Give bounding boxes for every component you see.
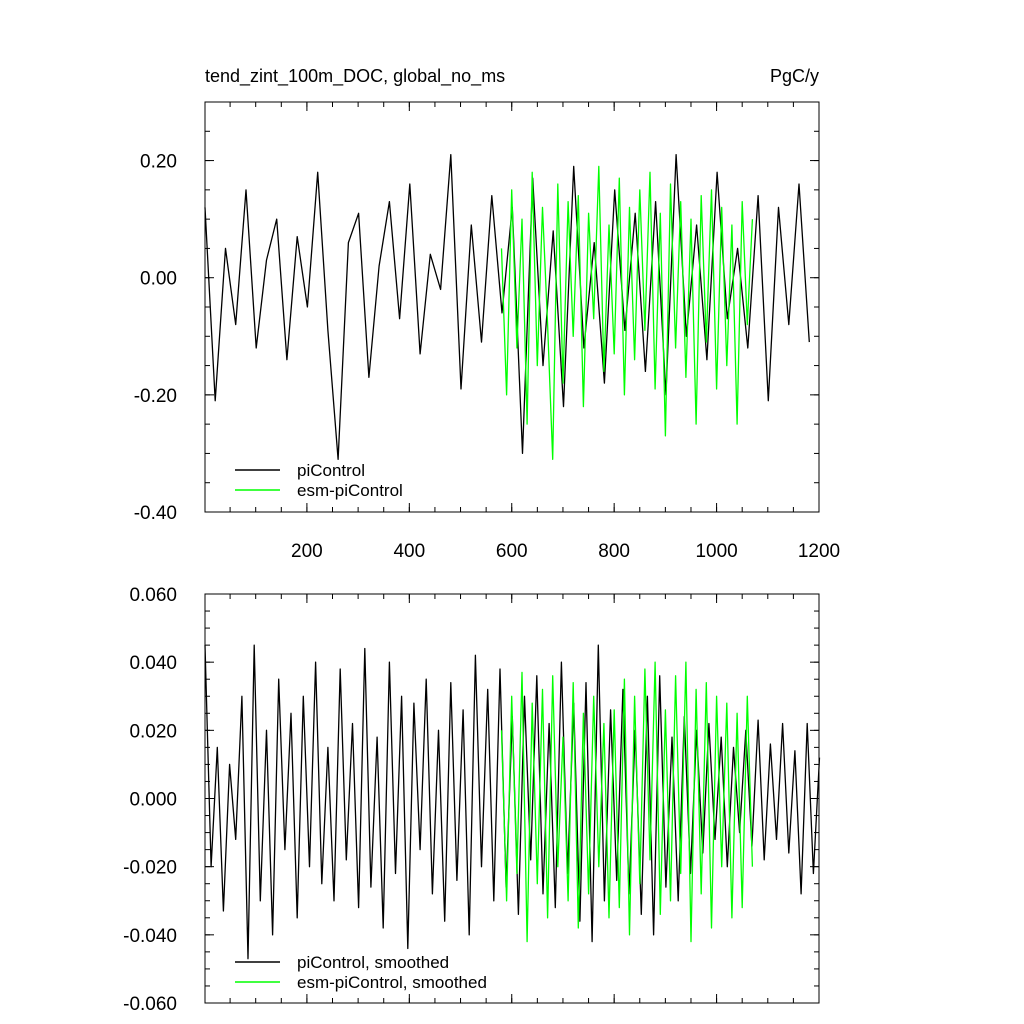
legend-label-esm-picontrol-smoothed: esm-piControl, smoothed <box>297 973 487 992</box>
legend-top: piControl esm-piControl <box>235 461 403 500</box>
units-label: PgC/y <box>770 66 819 86</box>
x-tick-label: 600 <box>496 541 528 562</box>
x-tick-label: 800 <box>598 541 630 562</box>
legend-bottom: piControl, smoothed esm-piControl, smoot… <box>235 953 487 992</box>
y-tick-labels-top: -0.40 -0.20 0.00 0.20 <box>134 152 177 524</box>
plot-area-top <box>204 101 820 513</box>
y-tick-label: 0.000 <box>129 790 177 811</box>
y-tick-label: -0.040 <box>123 926 177 947</box>
y-tick-label: -0.20 <box>134 386 177 407</box>
chart-title: tend_zint_100m_DOC, global_no_ms <box>205 66 505 87</box>
series-line-picontrol <box>204 154 810 460</box>
x-tick-label: 1000 <box>695 541 737 562</box>
y-tick-label: -0.060 <box>123 994 177 1015</box>
x-tick-label: 400 <box>393 541 425 562</box>
plot-area-bottom <box>204 593 821 1004</box>
legend-label-picontrol: piControl <box>297 461 365 480</box>
y-tick-label: 0.20 <box>140 152 177 173</box>
y-tick-label: 0.020 <box>129 721 177 742</box>
y-tick-label: 0.060 <box>129 585 177 606</box>
series-line-esm-picontrol <box>500 165 754 460</box>
y-tick-label: 0.040 <box>129 653 177 674</box>
x-tick-labels-top: 200 400 600 800 1000 1200 <box>291 541 840 562</box>
y-tick-label: 0.00 <box>140 269 177 290</box>
legend-label-picontrol-smoothed: piControl, smoothed <box>297 953 449 972</box>
legend-label-esm-picontrol: esm-piControl <box>297 481 403 500</box>
y-tick-label: -0.020 <box>123 858 177 879</box>
panel-bottom: -0.060 -0.040 -0.020 0.000 0.020 0.040 0.060 p… <box>123 585 821 1015</box>
x-tick-label: 1200 <box>798 541 840 562</box>
x-tick-label: 200 <box>291 541 323 562</box>
series-line-esm-picontrol-smoothed <box>500 661 754 943</box>
y-tick-label: -0.40 <box>134 503 177 524</box>
panel-top: tend_zint_100m_DOC, global_no_ms PgC/y -… <box>134 66 840 562</box>
y-tick-labels-bottom: -0.060 -0.040 -0.020 0.000 0.020 0.040 0.060 <box>123 585 177 1015</box>
